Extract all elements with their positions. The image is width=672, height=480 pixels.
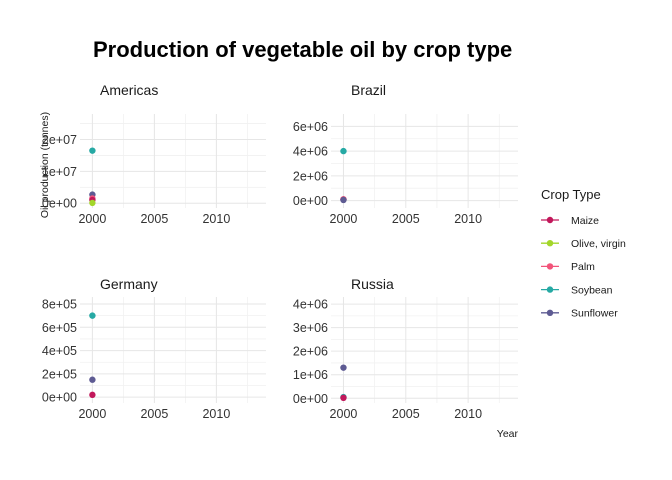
data-point-sunflower xyxy=(340,364,347,371)
data-point-sunflower xyxy=(89,376,96,383)
legend-item: Olive, virgin xyxy=(541,238,626,250)
x-tick-label: 2000 xyxy=(78,212,106,226)
x-tick-label: 2010 xyxy=(454,407,482,421)
y-tick-label: 8e+05 xyxy=(42,297,77,311)
y-tick-label: 4e+05 xyxy=(42,344,77,358)
facet-title: Russia xyxy=(351,276,394,292)
y-tick-label: 6e+05 xyxy=(42,321,77,335)
chart-title: Production of vegetable oil by crop type xyxy=(93,37,512,62)
legend-key-point xyxy=(546,216,554,224)
y-tick-label: 3e+06 xyxy=(293,321,328,335)
legend-key-point xyxy=(546,263,554,270)
y-tick-label: 1e+06 xyxy=(293,368,328,382)
legend-label: Maize xyxy=(571,215,599,227)
y-tick-label: 1e+07 xyxy=(42,165,77,179)
data-point-olive-virgin xyxy=(89,199,96,207)
x-tick-label: 2010 xyxy=(202,407,230,421)
data-point-maize xyxy=(89,391,96,399)
legend-item: Maize xyxy=(541,215,599,227)
y-tick-label: 4e+06 xyxy=(293,298,328,312)
facet-germany: 2000 2005 2010 0e+00 2e+05 4e+05 6e+05 8e+05 Ger… xyxy=(42,276,266,421)
data-point-sunflower xyxy=(340,196,347,204)
y-tick-label: 0e+00 xyxy=(293,392,328,406)
data-point-soybean xyxy=(340,147,347,155)
data-point-maize xyxy=(340,394,347,402)
x-tick-label: 2005 xyxy=(140,407,168,421)
legend-item: Sunflower xyxy=(541,308,618,320)
legend-label: Sunflower xyxy=(571,308,618,320)
y-tick-label: 0e+00 xyxy=(42,391,77,405)
x-tick-label: 2000 xyxy=(330,212,358,226)
x-tick-label: 2010 xyxy=(454,212,482,226)
facet-title: Germany xyxy=(100,276,158,292)
y-tick-label: 2e+06 xyxy=(293,345,328,359)
legend-label: Palm xyxy=(571,261,595,273)
x-tick-label: 2000 xyxy=(78,407,106,421)
x-axis-title: Year xyxy=(497,428,519,440)
y-tick-label: 2e+05 xyxy=(42,367,77,381)
y-tick-label: 2e+07 xyxy=(42,133,77,147)
y-axis-title: Oil production (tonnes) xyxy=(39,112,51,218)
legend-label: Soybean xyxy=(571,284,613,296)
facet-brazil: 2000 2005 2010 0e+00 2e+06 4e+06 6e+06 Brazil xyxy=(293,82,518,226)
x-tick-label: 2010 xyxy=(202,212,230,226)
legend: Crop Type Maize Olive, virgin Palm Soybean S… xyxy=(541,187,626,320)
data-point-soybean xyxy=(89,147,96,154)
y-tick-label: 6e+06 xyxy=(293,120,328,134)
legend-label: Olive, virgin xyxy=(571,238,626,250)
y-tick-label: 4e+06 xyxy=(293,145,328,159)
facet-title: Americas xyxy=(100,82,158,98)
x-tick-label: 2000 xyxy=(330,407,358,421)
facet-title: Brazil xyxy=(351,82,386,98)
y-tick-label: 2e+06 xyxy=(293,169,328,183)
legend-key-point xyxy=(546,309,554,316)
y-tick-label: 0e+00 xyxy=(293,194,328,208)
facet-russia: 2000 2005 2010 0e+00 1e+06 2e+06 3e+06 4e+06 Rus… xyxy=(293,276,518,421)
x-tick-label: 2005 xyxy=(392,407,420,421)
legend-item: Soybean xyxy=(541,284,613,296)
y-tick-label: 0e+00 xyxy=(42,197,77,211)
legend-item: Palm xyxy=(541,261,595,273)
data-point-soybean xyxy=(89,312,96,319)
facet-americas: 2000 2005 2010 0e+00 1e+07 2e+07 Americas xyxy=(42,82,266,226)
legend-title: Crop Type xyxy=(541,187,601,202)
x-tick-label: 2005 xyxy=(392,212,420,226)
x-tick-label: 2005 xyxy=(140,212,168,226)
legend-key-point xyxy=(546,286,554,293)
legend-key-point xyxy=(546,240,554,247)
